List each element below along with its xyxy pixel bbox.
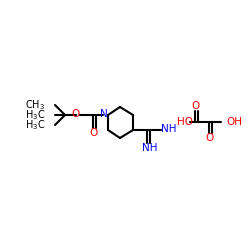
Text: O: O [72, 109, 80, 119]
Text: N: N [100, 109, 108, 119]
Text: NH: NH [142, 143, 158, 153]
Text: O: O [90, 128, 98, 138]
Text: H$_3$C: H$_3$C [25, 108, 45, 122]
Text: O: O [206, 133, 214, 143]
Text: O: O [192, 101, 200, 111]
Text: HO: HO [177, 117, 193, 127]
Text: NH: NH [161, 124, 177, 134]
Text: OH: OH [226, 117, 242, 127]
Text: H$_3$C: H$_3$C [25, 118, 45, 132]
Text: CH$_3$: CH$_3$ [25, 98, 45, 112]
